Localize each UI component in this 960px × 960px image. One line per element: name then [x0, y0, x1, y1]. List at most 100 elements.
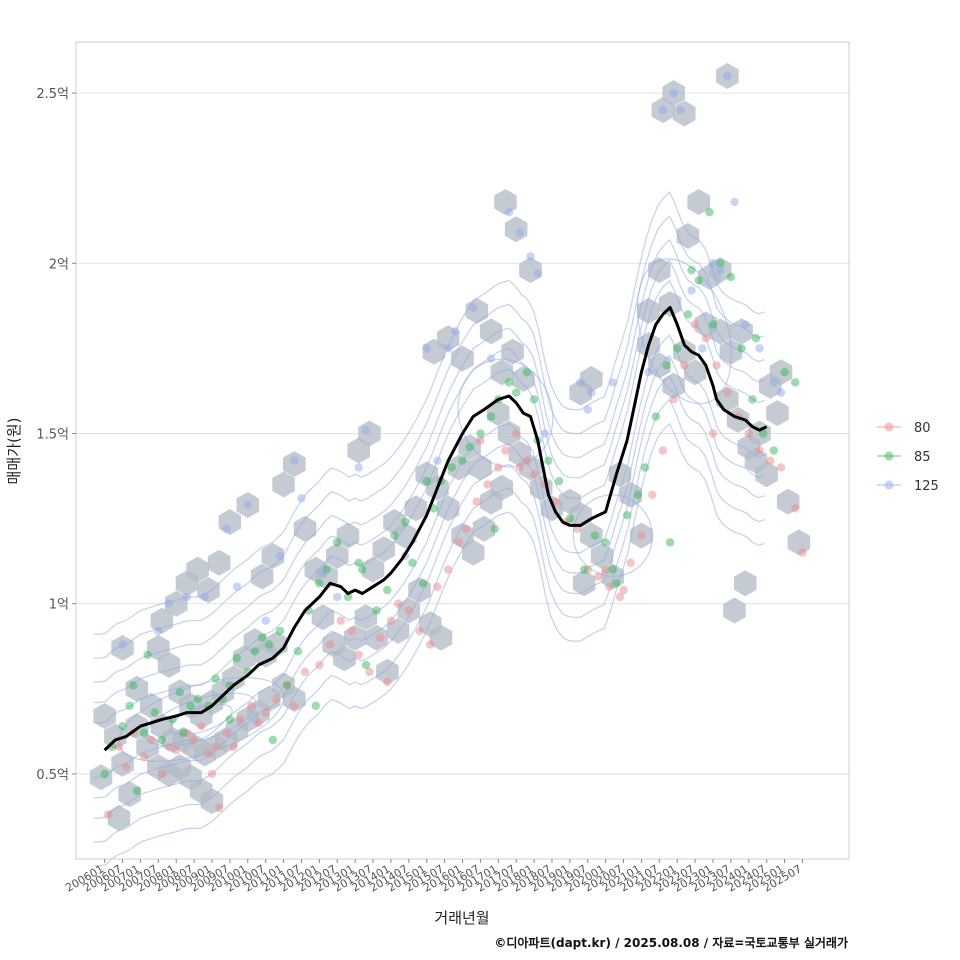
hexbin-cell [293, 515, 317, 542]
point-80 [658, 446, 668, 455]
hexbin-cell [186, 556, 209, 583]
point-85 [358, 565, 367, 574]
hexbin-cell [490, 474, 514, 501]
point-80 [272, 694, 281, 704]
point-80 [755, 446, 764, 455]
point-85 [125, 701, 134, 710]
point-125 [433, 456, 442, 465]
density-contour [93, 215, 765, 659]
point-85 [612, 579, 621, 588]
point-85 [708, 320, 718, 329]
point-80 [236, 715, 245, 724]
point-80 [164, 742, 174, 751]
point-80 [325, 640, 335, 649]
trend-line [103, 306, 768, 752]
point-125 [644, 368, 653, 377]
density-contour [93, 334, 765, 778]
point-85 [401, 517, 410, 527]
point-125 [444, 344, 453, 353]
point-80 [104, 810, 113, 819]
point-85 [565, 514, 575, 523]
point-85 [504, 378, 514, 387]
point-125 [723, 71, 732, 81]
point-80 [712, 361, 721, 370]
point-85 [590, 531, 600, 540]
y-tick-label: 0.5억 [36, 768, 69, 783]
density-contour [93, 259, 765, 703]
point-125 [243, 500, 252, 510]
point-85 [132, 786, 141, 796]
point-85 [490, 524, 499, 533]
point-125 [730, 197, 739, 207]
point-85 [211, 674, 220, 683]
point-125 [504, 208, 514, 217]
point-80 [114, 742, 124, 751]
point-125 [540, 429, 549, 438]
legend: 80 85 125 [877, 421, 939, 494]
hexbin-cell [207, 549, 231, 576]
point-80 [461, 524, 471, 533]
point-80 [172, 745, 181, 755]
point-80 [529, 470, 539, 479]
point-85 [333, 538, 342, 547]
hexbin-cell [150, 607, 174, 634]
point-85 [622, 511, 632, 520]
hexbin-cell [311, 604, 335, 631]
point-80 [594, 572, 603, 581]
point-85 [129, 681, 138, 690]
point-125 [533, 269, 542, 278]
hexbin-cell [462, 539, 485, 566]
density-contour [93, 398, 765, 843]
point-85 [293, 647, 303, 656]
point-85 [758, 429, 768, 438]
point-85 [282, 681, 292, 690]
point-125 [333, 592, 342, 602]
point-80 [386, 616, 396, 625]
point-85 [476, 429, 485, 438]
hexbin-cell [676, 223, 700, 249]
density-contours [93, 191, 765, 867]
legend-item-125: 125 [877, 479, 939, 494]
hexbin-cell [376, 658, 399, 685]
point-80 [354, 650, 363, 659]
point-80 [207, 769, 217, 779]
point-85 [458, 456, 467, 465]
hexbin-cell [479, 318, 503, 345]
point-125 [261, 616, 270, 625]
point-85 [343, 592, 353, 602]
point-80 [444, 565, 453, 574]
point-85 [748, 395, 757, 404]
point-85 [422, 476, 431, 486]
hexbin-cell [787, 529, 811, 556]
point-80 [383, 677, 392, 687]
point-85 [193, 694, 202, 704]
hexbin-cell [580, 366, 603, 392]
hexbin-cell [734, 570, 757, 597]
point-85 [257, 633, 267, 642]
density-contour-ring [169, 703, 233, 736]
point-80 [619, 585, 628, 595]
point-125 [741, 320, 750, 329]
point-85 [408, 558, 417, 567]
point-85 [716, 259, 725, 268]
hexbin-cell [469, 454, 492, 481]
point-80 [393, 599, 403, 608]
point-125 [526, 252, 535, 261]
point-125 [708, 259, 718, 268]
point-85 [694, 276, 703, 285]
point-80 [222, 728, 231, 738]
point-80 [189, 735, 199, 745]
point-85 [265, 640, 274, 649]
point-85 [361, 660, 371, 670]
hexbin-cell [336, 522, 360, 549]
point-85 [315, 579, 324, 588]
point-80 [776, 463, 786, 472]
point-85 [179, 728, 188, 738]
point-85 [225, 715, 235, 724]
point-85 [383, 585, 392, 595]
legend-swatch-125 [884, 480, 894, 490]
point-85 [601, 538, 610, 547]
point-85 [512, 388, 521, 397]
point-80 [229, 742, 238, 751]
point-85 [665, 538, 675, 547]
